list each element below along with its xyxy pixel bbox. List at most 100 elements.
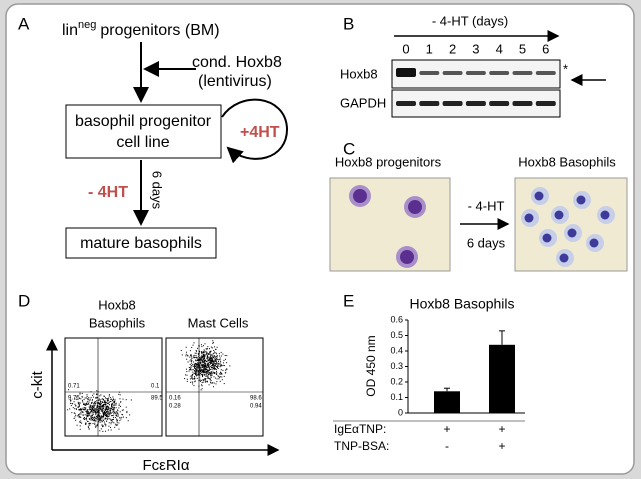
- event-dot: [197, 347, 199, 349]
- event-dot: [207, 356, 209, 358]
- event-dot: [119, 391, 121, 393]
- event-dot: [214, 361, 216, 363]
- event-dot: [103, 416, 105, 418]
- event-dot: [85, 407, 87, 409]
- event-dot: [221, 365, 223, 367]
- event-dot: [199, 367, 201, 369]
- event-dot: [81, 411, 83, 413]
- event-dot: [110, 423, 112, 425]
- event-dot: [91, 402, 93, 404]
- event-dot: [83, 404, 85, 406]
- band: [396, 101, 416, 106]
- event-dot: [83, 409, 85, 411]
- event-dot: [215, 377, 217, 379]
- event-dot: [118, 393, 120, 395]
- event-dot: [199, 377, 201, 379]
- event-dot: [193, 356, 195, 358]
- event-dot: [82, 414, 84, 416]
- event-dot: [211, 362, 213, 364]
- event-dot: [215, 360, 217, 362]
- y-tick-label: 0: [398, 407, 403, 417]
- event-dot: [196, 356, 198, 358]
- event-dot: [114, 399, 116, 401]
- event-dot: [193, 355, 195, 357]
- band: [489, 71, 510, 75]
- event-dot: [201, 384, 203, 386]
- event-dot: [210, 361, 212, 363]
- event-dot: [205, 348, 207, 350]
- event-dot: [95, 411, 97, 413]
- event-dot: [81, 411, 83, 413]
- event-dot: [203, 371, 205, 373]
- event-dot: [101, 418, 103, 420]
- event-dot: [77, 406, 79, 408]
- event-dot: [117, 409, 119, 411]
- event-dot: [72, 407, 74, 409]
- event-dot: [89, 408, 91, 410]
- event-dot: [79, 408, 81, 410]
- event-dot: [215, 383, 217, 385]
- event-dot: [209, 360, 211, 362]
- event-dot: [106, 402, 108, 404]
- event-dot: [97, 407, 99, 409]
- facs-plot: [165, 337, 264, 437]
- quadrant-value: 0.71: [68, 384, 80, 390]
- event-dot: [197, 367, 199, 369]
- event-dot: [116, 422, 118, 424]
- event-dot: [194, 363, 196, 365]
- event-dot: [78, 421, 80, 423]
- event-dot: [112, 411, 114, 413]
- event-dot: [201, 385, 203, 387]
- event-dot: [213, 367, 215, 369]
- event-dot: [92, 396, 94, 398]
- event-dot: [111, 403, 113, 405]
- event-dot: [203, 345, 205, 347]
- event-dot: [194, 356, 196, 358]
- event-dot: [101, 401, 103, 403]
- event-dot: [70, 399, 72, 401]
- event-dot: [99, 403, 101, 405]
- event-dot: [203, 352, 205, 354]
- event-dot: [113, 404, 115, 406]
- event-dot: [115, 402, 117, 404]
- event-dot: [197, 362, 199, 364]
- event-dot: [90, 417, 92, 419]
- event-dot: [75, 419, 77, 421]
- event-dot: [103, 400, 105, 402]
- event-dot: [205, 375, 207, 377]
- event-dot: [82, 401, 84, 403]
- event-dot: [216, 365, 218, 367]
- event-dot: [185, 355, 187, 357]
- event-dot: [81, 392, 83, 394]
- event-dot: [200, 361, 202, 363]
- nucleus: [542, 233, 552, 243]
- panel-c: C Hoxb8 progenitors Hoxb8 Basophils - 4-…: [329, 139, 628, 272]
- event-dot: [113, 401, 115, 403]
- event-dot: [214, 357, 216, 359]
- event-dot: [220, 365, 222, 367]
- event-dot: [116, 411, 118, 413]
- event-dot: [208, 370, 210, 372]
- event-dot: [208, 357, 210, 359]
- event-dot: [87, 412, 89, 414]
- facs-plot: [64, 337, 163, 437]
- event-dot: [104, 397, 106, 399]
- event-dot: [209, 363, 211, 365]
- event-dot: [206, 348, 208, 350]
- event-dot: [84, 404, 86, 406]
- event-dot: [116, 413, 118, 415]
- event-dot: [196, 368, 198, 370]
- event-dot: [99, 419, 101, 421]
- event-dot: [93, 420, 95, 422]
- event-dot: [96, 414, 98, 416]
- event-dot: [95, 426, 97, 428]
- event-dot: [110, 412, 112, 414]
- event-dot: [107, 406, 109, 408]
- event-dot: [198, 385, 200, 387]
- event-dot: [118, 422, 120, 424]
- box: [65, 104, 222, 159]
- event-dot: [92, 405, 94, 407]
- band: [442, 101, 463, 106]
- event-dot: [216, 358, 218, 360]
- bar: [489, 344, 515, 413]
